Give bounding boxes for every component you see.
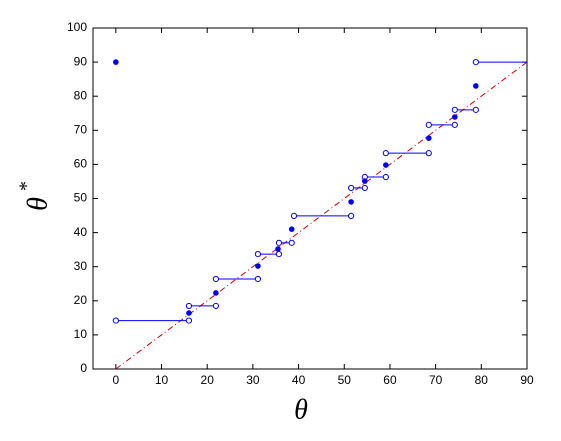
x-tick-label: 70 — [429, 373, 443, 387]
x-tick-label: 10 — [155, 373, 169, 387]
y-axis-label: θ — [22, 197, 53, 211]
x-tick-label: 90 — [520, 373, 534, 387]
y-tick-label: 0 — [80, 361, 87, 375]
point — [362, 178, 368, 184]
x-tick-label: 80 — [475, 373, 489, 387]
interval-end — [348, 212, 355, 219]
point — [255, 263, 261, 269]
y-tick-label: 10 — [74, 327, 88, 341]
point — [288, 226, 295, 232]
interval-end — [451, 121, 458, 128]
interval-end — [361, 184, 368, 192]
x-tick-label: 60 — [383, 373, 397, 387]
y-tick-label: 90 — [74, 54, 88, 68]
y-tick-label: 30 — [74, 259, 88, 273]
y-tick-label: 60 — [74, 157, 88, 171]
interval-end — [472, 106, 479, 113]
y-tick-label: 100 — [67, 20, 87, 34]
y-tick-label: 20 — [74, 293, 88, 307]
point — [213, 290, 219, 296]
interval-end — [472, 59, 479, 66]
interval-end — [290, 212, 298, 219]
x-tick-label: 20 — [201, 373, 215, 387]
x-tick-label: 0 — [112, 373, 119, 387]
interval-end — [254, 250, 262, 258]
interval-end — [112, 317, 119, 324]
interval-end — [425, 121, 432, 128]
interval-end — [425, 150, 432, 157]
interval-end — [382, 150, 389, 157]
point — [275, 246, 281, 252]
point — [425, 135, 432, 141]
interval-end — [451, 106, 458, 113]
point — [348, 199, 354, 205]
x-axis-label: θ — [294, 394, 308, 425]
point — [113, 59, 119, 65]
interval-end — [348, 184, 355, 192]
y-tick-label: 80 — [74, 88, 88, 102]
interval-end — [382, 173, 389, 181]
point — [473, 83, 479, 89]
y-axis-label-superscript: * — [16, 181, 38, 191]
interval-end — [185, 302, 193, 310]
plot-area — [92, 27, 528, 370]
point — [383, 162, 389, 168]
interval-end — [275, 239, 283, 246]
point — [452, 114, 458, 120]
interval-end — [275, 250, 283, 258]
interval-end — [254, 275, 262, 283]
interval-end — [212, 275, 219, 283]
interval-end — [212, 302, 219, 310]
x-tick-label: 40 — [292, 373, 306, 387]
x-tick-label: 30 — [246, 373, 260, 387]
y-tick-label: 50 — [74, 191, 88, 205]
interval-end — [288, 239, 295, 246]
x-tick-label: 50 — [338, 373, 352, 387]
y-tick-label: 70 — [74, 122, 88, 136]
y-axis-label-group: θ * — [16, 181, 54, 211]
y-tick-label: 40 — [74, 225, 88, 239]
point — [186, 310, 192, 316]
interval-end — [185, 317, 193, 324]
